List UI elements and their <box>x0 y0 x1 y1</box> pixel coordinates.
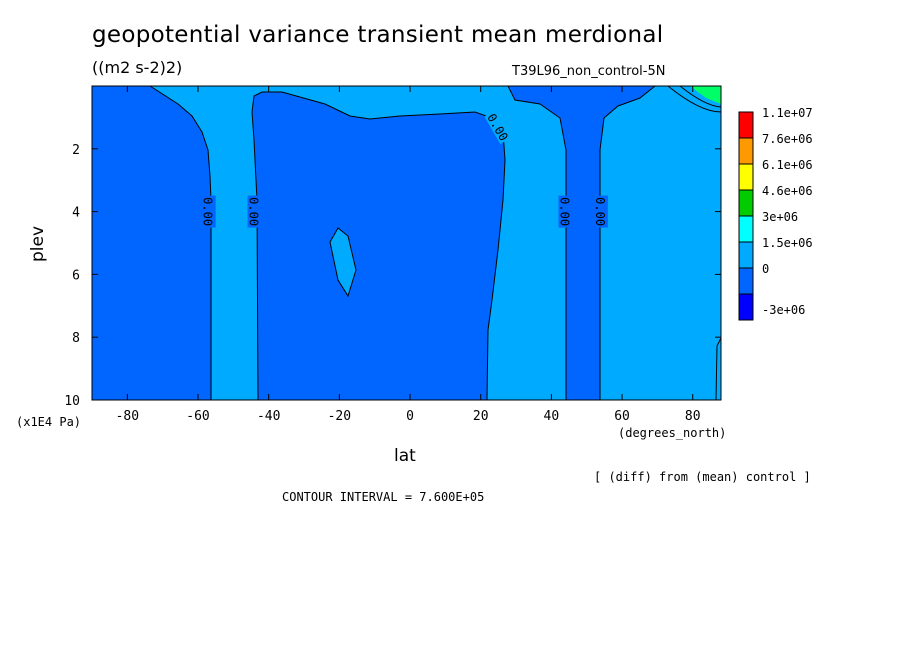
contour-line-high-1 <box>667 86 721 113</box>
color-legend: 1.1e+07 7.6e+06 6.1e+06 4.6e+06 3e+06 1.5e+06… <box>738 106 813 321</box>
legend-swatch <box>738 189 754 217</box>
y-tick-label: 8 <box>72 331 80 346</box>
x-tick-label: 20 <box>473 409 489 424</box>
x-axis-ticks: -80 -60 -40 -20 0 20 40 60 80 <box>116 86 701 424</box>
contour-label: 0.00 <box>593 195 608 228</box>
legend-label: 3e+06 <box>762 210 798 224</box>
contour-fills <box>92 86 721 400</box>
chart-units: ((m2 s-2)2) <box>92 58 183 77</box>
region-negative-east <box>507 86 656 400</box>
y-tick-label: 6 <box>72 268 80 283</box>
x-tick-label: -80 <box>116 409 139 424</box>
y-tick-label: 4 <box>72 206 80 221</box>
contour-label-bg <box>201 195 216 228</box>
run-id: T39L96_non_control-5N <box>512 64 666 79</box>
x-tick-label: 0 <box>406 409 414 424</box>
contour-interval: CONTOUR INTERVAL = 7.600E+05 <box>282 490 485 504</box>
contour-label-text: 0.00 <box>201 197 215 226</box>
x-tick-label: 60 <box>614 409 630 424</box>
legend-swatch <box>738 215 754 243</box>
legend-swatch <box>738 241 754 269</box>
contour-label: 0.00 <box>247 195 262 228</box>
legend-label: 1.5e+06 <box>762 236 813 250</box>
region-high-values <box>690 86 721 104</box>
legend-label: 6.1e+06 <box>762 158 813 172</box>
contour-label-text: 0.00 <box>558 197 572 226</box>
legend-swatch <box>738 267 754 295</box>
plot-frame <box>91 85 722 401</box>
x-tick-label: -20 <box>328 409 351 424</box>
contour-label-bg <box>484 109 513 145</box>
legend-label: 4.6e+06 <box>762 184 813 198</box>
contour-label-text: 0.00 <box>593 197 607 226</box>
y-axis-ticks: 2 4 6 8 10 <box>64 143 721 409</box>
contour-label: 0.00 <box>201 195 216 228</box>
y-tick-label: 10 <box>64 394 80 409</box>
x-tick-label: 80 <box>685 409 701 424</box>
legend-label: 1.1e+07 <box>762 106 813 120</box>
contour-label-text: 0.00 <box>247 197 261 226</box>
legend-swatch <box>738 137 754 165</box>
y-tick-label: 2 <box>72 143 80 158</box>
region-negative-central <box>251 91 506 400</box>
contour-label: 0.00 <box>558 195 573 228</box>
y-axis-units: (x1E4 Pa) <box>16 415 82 429</box>
contour-line-east-edge <box>715 337 721 400</box>
legend-label: 0 <box>762 262 769 276</box>
chart-title: geopotential variance transient mean mer… <box>92 22 664 48</box>
contour-label-bg <box>247 195 262 228</box>
legend-swatch <box>738 111 754 139</box>
x-tick-label: 40 <box>544 409 560 424</box>
diff-footnote: [ (diff) from (mean) control ] <box>594 470 811 484</box>
x-axis-units: (degrees_north) <box>618 426 727 440</box>
legend-label: -3e+06 <box>762 303 805 317</box>
x-axis-label: lat <box>394 446 416 466</box>
contour-label-bg <box>558 195 573 228</box>
legend-swatch <box>738 163 754 191</box>
region-negative-west <box>92 86 212 400</box>
contour-line-high-2 <box>679 86 721 108</box>
legend-swatch <box>738 293 754 321</box>
region-positive-island <box>329 227 357 298</box>
x-tick-label: -40 <box>257 409 280 424</box>
x-tick-label: -60 <box>186 409 209 424</box>
contour-label-bg <box>593 195 608 228</box>
legend-label: 7.6e+06 <box>762 132 813 146</box>
